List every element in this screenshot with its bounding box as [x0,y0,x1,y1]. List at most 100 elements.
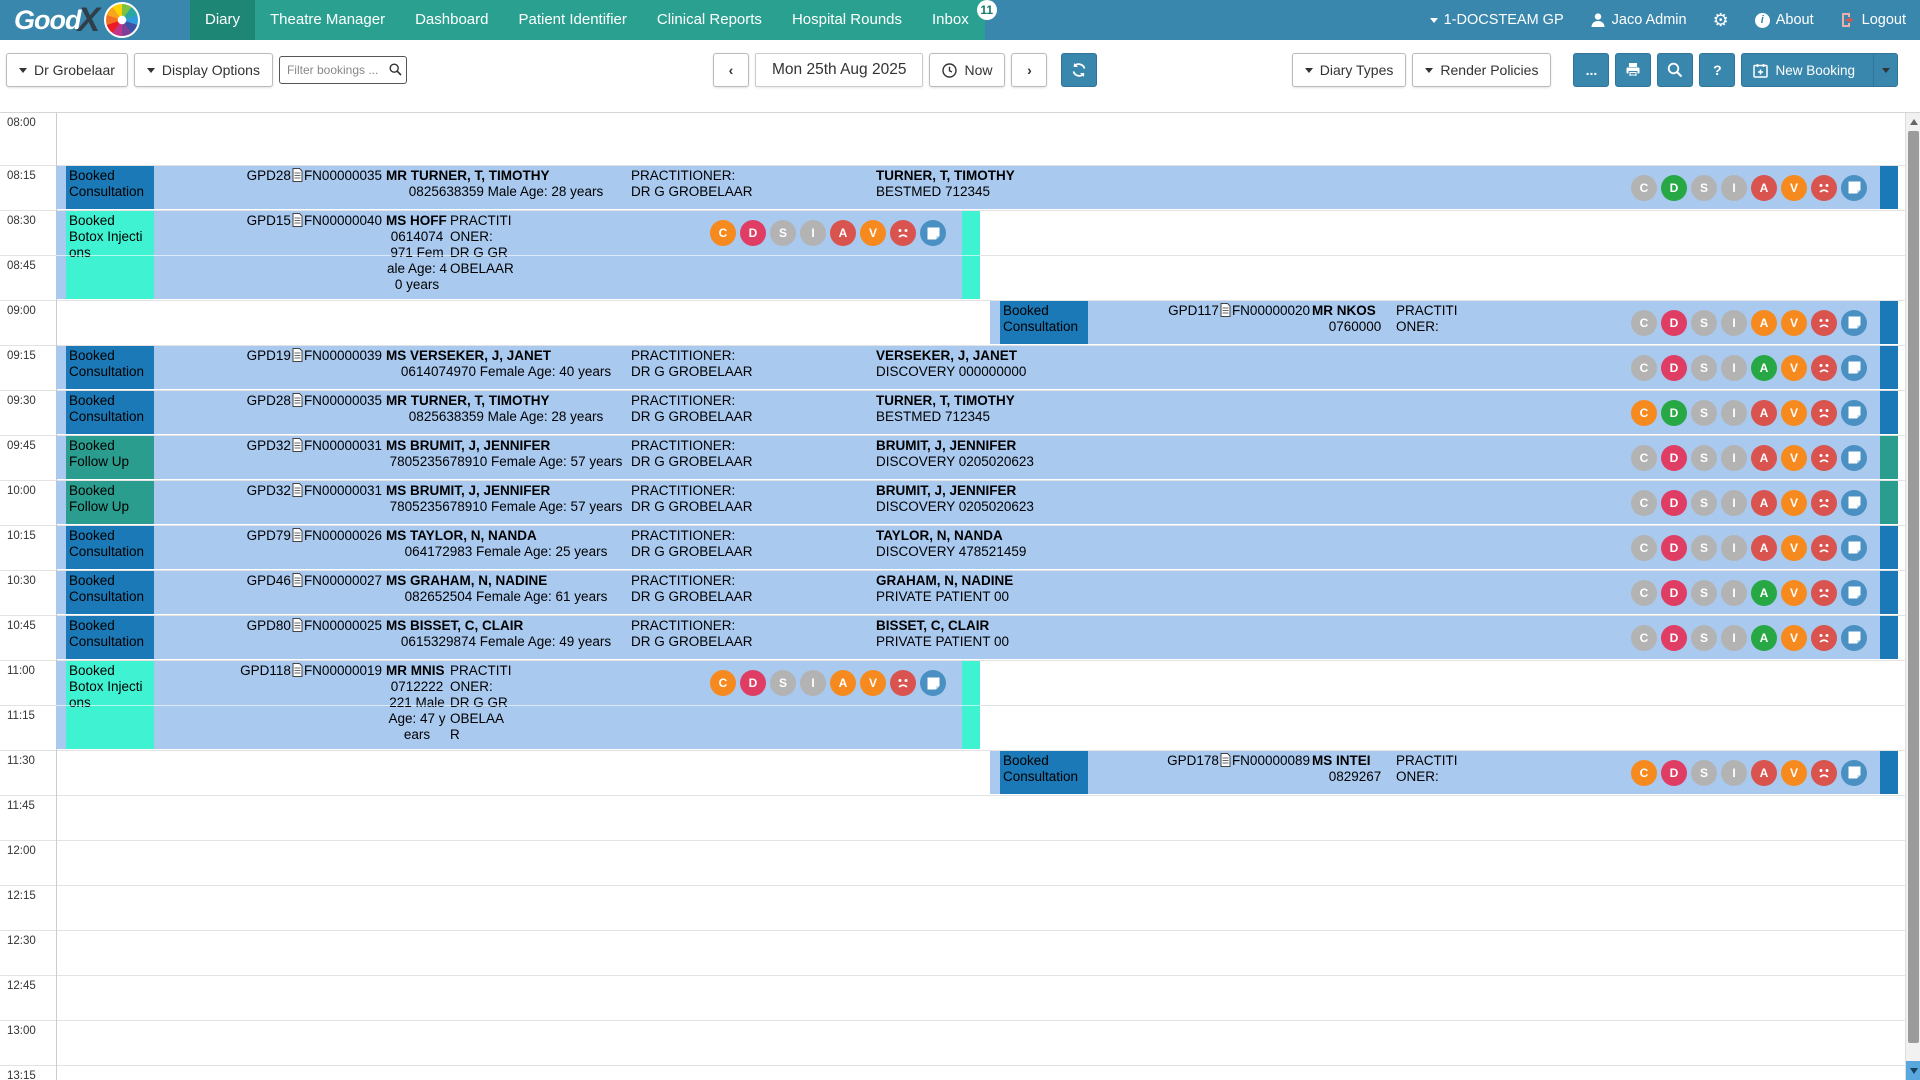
status-icon-a[interactable]: A [830,220,856,246]
time-slot-row-10-15[interactable]: 10:15 [0,526,1905,571]
note-icon[interactable] [1841,489,1867,516]
note-icon[interactable] [1841,579,1867,606]
note-icon[interactable] [1841,174,1867,201]
next-day-button[interactable]: › [1011,53,1048,87]
status-icon-s[interactable]: S [1691,309,1717,336]
note-icon[interactable] [1841,534,1867,561]
status-icon-s[interactable]: S [1691,624,1717,651]
status-icon-i[interactable]: I [1721,579,1747,606]
status-icon-s[interactable]: S [1691,759,1717,786]
status-icon-v[interactable]: V [1781,579,1807,606]
new-booking-button[interactable]: New Booking [1741,53,1898,87]
status-icon-c[interactable]: C [710,670,736,696]
scroll-down-button[interactable] [1906,1061,1920,1080]
status-icon-s[interactable]: S [1691,174,1717,201]
time-slot-row-09-45[interactable]: 09:45 [0,436,1905,481]
time-slot-row-08-00[interactable]: 08:00 [0,113,1905,166]
status-icon-c[interactable]: C [710,220,736,246]
status-icon-i[interactable]: I [1721,444,1747,471]
status-icon-s[interactable]: S [1691,354,1717,381]
status-icon-i[interactable]: I [1721,399,1747,426]
status-icon-v[interactable]: V [1781,399,1807,426]
more-options-button[interactable]: ... [1573,53,1610,87]
status-icon-d[interactable]: D [1661,489,1687,516]
status-icon-a[interactable]: A [1751,759,1777,786]
status-icon-c[interactable]: C [1631,444,1657,471]
status-icon-i[interactable]: I [1721,759,1747,786]
booking-08-30-FN00000040[interactable]: Booked Botox Injecti ons GPD15 FN00000040 MS … [56,211,980,299]
filter-bookings-input[interactable] [278,56,407,84]
time-slot-row-10-30[interactable]: 10:30 [0,571,1905,616]
time-slot-row-11-30[interactable]: 11:30 [0,751,1905,796]
status-icon-s[interactable]: S [770,670,796,696]
status-icon-d[interactable]: D [1661,624,1687,651]
status-icon-d[interactable]: D [1661,354,1687,381]
status-icon-c[interactable]: C [1631,759,1657,786]
now-button[interactable]: Now [929,53,1006,87]
status-icon-c[interactable]: C [1631,354,1657,381]
time-slot-row-12-00[interactable]: 12:00 [0,841,1905,886]
booking-09-00-FN00000020[interactable]: Booked Consultation GPD117 FN00000020 MR NKO… [990,301,1898,344]
note-icon[interactable] [1841,309,1867,336]
status-icon-v[interactable]: V [1781,489,1807,516]
booking-10-15-FN00000026[interactable]: Booked Consultation GPD79 FN00000026 MS TAYL… [56,526,1898,569]
status-icon-i[interactable]: I [1721,489,1747,516]
status-icon-a[interactable]: A [1751,309,1777,336]
no-show-icon[interactable] [1811,624,1837,651]
about-button[interactable]: i About [1754,12,1814,28]
status-icon-s[interactable]: S [1691,399,1717,426]
scrollbar-thumb[interactable] [1908,131,1919,1043]
booking-09-45-FN00000031[interactable]: Booked Follow Up GPD32 FN00000031 MS BRUMIT,… [56,436,1898,479]
no-show-icon[interactable] [890,220,916,246]
status-icon-i[interactable]: I [800,220,826,246]
status-icon-i[interactable]: I [1721,174,1747,201]
status-icon-d[interactable]: D [1661,174,1687,201]
diary-types-dropdown[interactable]: Diary Types [1291,53,1407,87]
no-show-icon[interactable] [1811,399,1837,426]
nav-item-clinical-reports[interactable]: Clinical Reports [642,0,777,40]
status-icon-c[interactable]: C [1631,399,1657,426]
time-slot-row-12-30[interactable]: 12:30 [0,931,1905,976]
booking-10-30-FN00000027[interactable]: Booked Consultation GPD46 FN00000027 MS GRAH… [56,571,1898,614]
status-icon-s[interactable]: S [770,220,796,246]
vertical-scrollbar[interactable] [1905,113,1920,1080]
no-show-icon[interactable] [1811,444,1837,471]
booking-11-30-FN00000089[interactable]: Booked Consultation GPD178 FN00000089 MS INT… [990,751,1898,794]
scroll-up-button[interactable] [1906,113,1920,130]
help-button[interactable]: ? [1699,53,1736,87]
note-icon[interactable] [920,220,946,246]
status-icon-s[interactable]: S [1691,579,1717,606]
status-icon-d[interactable]: D [1661,444,1687,471]
new-booking-main[interactable]: New Booking [1742,54,1866,86]
print-button[interactable] [1615,53,1652,87]
status-icon-d[interactable]: D [1661,579,1687,606]
refresh-button[interactable] [1061,53,1098,87]
time-slot-row-11-45[interactable]: 11:45 [0,796,1905,841]
status-icon-d[interactable]: D [740,220,766,246]
time-slot-row-09-15[interactable]: 09:15 [0,346,1905,391]
status-icon-a[interactable]: A [1751,624,1777,651]
status-icon-d[interactable]: D [1661,399,1687,426]
note-icon[interactable] [1841,759,1867,786]
prev-day-button[interactable]: ‹ [713,53,749,87]
new-booking-caret[interactable] [1873,54,1897,86]
status-icon-c[interactable]: C [1631,489,1657,516]
no-show-icon[interactable] [1811,174,1837,201]
booking-09-15-FN00000039[interactable]: Booked Consultation GPD19 FN00000039 MS VERS… [56,346,1898,389]
note-icon[interactable] [920,670,946,696]
time-slot-row-09-00[interactable]: 09:00 [0,301,1905,346]
time-slot-row-08-45[interactable]: 08:45 [0,256,1905,301]
search-button[interactable] [1657,53,1694,87]
entity-selector[interactable]: 1-DOCSTEAM GP [1429,12,1564,28]
booking-10-45-FN00000025[interactable]: Booked Consultation GPD80 FN00000025 MS BISS… [56,616,1898,659]
booking-08-15-FN00000035[interactable]: Booked Consultation GPD28 FN00000035 MR TURN… [56,166,1898,209]
nav-item-patient-identifier[interactable]: Patient Identifier [503,0,641,40]
time-slot-row-12-15[interactable]: 12:15 [0,886,1905,931]
status-icon-c[interactable]: C [1631,174,1657,201]
status-icon-c[interactable]: C [1631,579,1657,606]
time-slot-row-12-45[interactable]: 12:45 [0,976,1905,1021]
time-slot-row-10-45[interactable]: 10:45 [0,616,1905,661]
booking-09-30-FN00000035[interactable]: Booked Consultation GPD28 FN00000035 MR TURN… [56,391,1898,434]
status-icon-i[interactable]: I [800,670,826,696]
status-icon-v[interactable]: V [1781,534,1807,561]
